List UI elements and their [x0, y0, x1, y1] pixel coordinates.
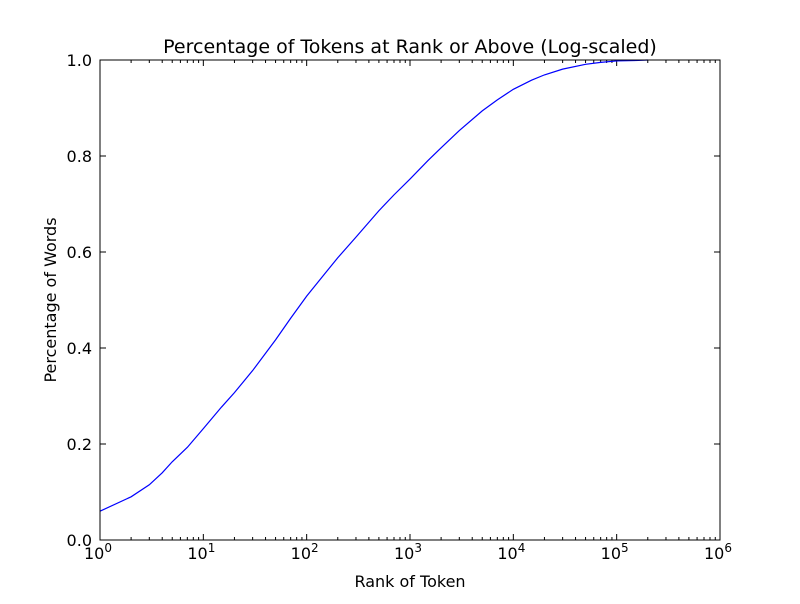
x-axis-label: Rank of Token	[354, 572, 465, 591]
x-tick-label: 100	[84, 541, 112, 563]
x-tick-base: 10	[187, 544, 207, 563]
x-tick-exponent: 5	[621, 541, 629, 555]
y-tick-label: 0.6	[67, 243, 92, 262]
x-tick-label: 106	[704, 541, 732, 563]
x-tick-base: 10	[601, 544, 621, 563]
x-tick-exponent: 2	[311, 541, 319, 555]
y-tick-label: 0.0	[67, 531, 92, 550]
x-tick-label: 103	[394, 541, 422, 563]
y-tick-label: 0.4	[67, 339, 92, 358]
y-tick-label: 0.2	[67, 435, 92, 454]
x-tick-label: 105	[601, 541, 629, 563]
x-tick-label: 104	[497, 541, 525, 563]
plot-frame	[99, 59, 721, 541]
x-tick-exponent: 1	[208, 541, 216, 555]
x-tick-exponent: 0	[104, 541, 112, 555]
x-tick-exponent: 4	[518, 541, 526, 555]
x-tick-label: 101	[187, 541, 215, 563]
x-tick-label: 102	[291, 541, 319, 563]
x-tick-base: 10	[394, 544, 414, 563]
x-tick-exponent: 6	[724, 541, 732, 555]
x-tick-base: 10	[291, 544, 311, 563]
y-tick-label: 1.0	[67, 51, 92, 70]
series-line	[99, 59, 648, 512]
plot-area	[99, 59, 648, 512]
x-tick-exponent: 3	[414, 541, 422, 555]
x-tick-base: 10	[704, 544, 724, 563]
y-tick-label: 0.8	[67, 147, 92, 166]
x-tick-base: 10	[84, 544, 104, 563]
y-axis-label: Percentage of Words	[41, 217, 60, 382]
chart-title: Percentage of Tokens at Rank or Above (L…	[163, 36, 657, 58]
x-tick-base: 10	[497, 544, 517, 563]
